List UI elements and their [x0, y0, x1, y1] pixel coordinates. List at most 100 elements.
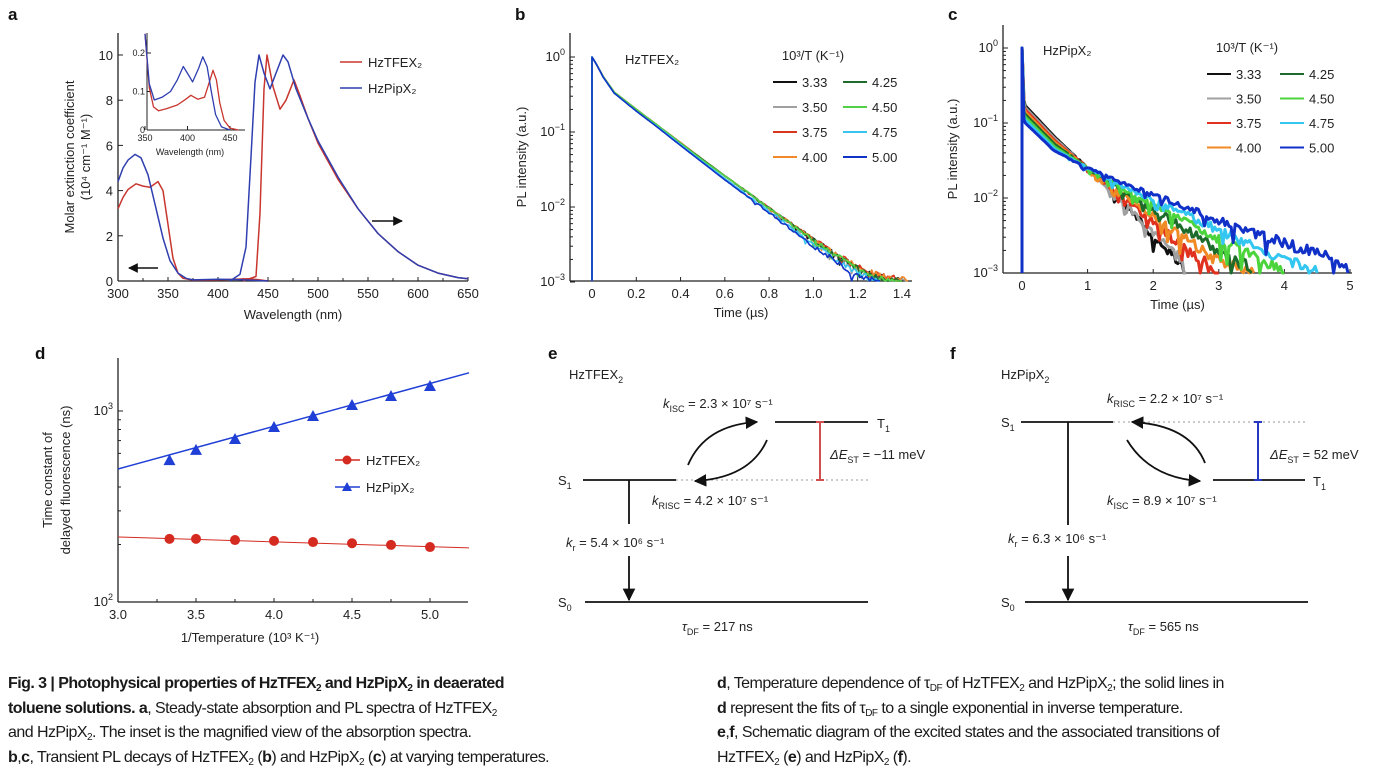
diagram_e-lower-rate-label-value: = 4.2 × 10⁷ s⁻¹ — [680, 493, 769, 508]
a-inset-x-tick-label: 400 — [180, 133, 195, 143]
d-point-circle — [230, 535, 240, 546]
diagram_e-upper-transition-arrow-icon — [687, 416, 759, 466]
b-decay-line-3.75 — [591, 56, 902, 282]
diagram_f-upper-rate-label-symbol: k — [1107, 391, 1115, 406]
d-y-axis-label-line2: delayed fluorescence (ns) — [58, 406, 73, 555]
caption-text: , Temperature dependence of τ — [726, 675, 930, 692]
caption-subscript: 2 — [774, 756, 780, 768]
a-pl-line-0 — [242, 54, 469, 282]
diagram_f-s1-label-symbol: S — [1001, 415, 1010, 430]
d-x-tick-label: 4.5 — [343, 607, 361, 622]
diagram_f-energy-gap-label-symbol: ΔE — [1269, 447, 1288, 462]
diagram_e-s0-label-subscript: 0 — [567, 603, 572, 613]
caption-text: b — [8, 748, 18, 766]
caption-line: HzTFEX2 (e) and HzPipX2 (f). — [717, 746, 1224, 771]
c-legend-label: 4.50 — [1309, 92, 1334, 107]
tick-exponent: 0 — [560, 47, 565, 57]
diagram_f-lower-rate-label: kISC = 8.9 × 10⁷ s⁻¹ — [1107, 493, 1217, 511]
caption-text: , Steady-state absorption and PL spectra… — [147, 699, 492, 717]
tick-base: 10 — [540, 199, 554, 214]
a-x-tick-label: 500 — [307, 286, 329, 301]
a-inset-x-axis-label: Wavelength (nm) — [156, 147, 224, 157]
caption-text: Fig. 3 | Photophysical properties of HzT… — [8, 675, 317, 692]
a-x-tick-label: 600 — [407, 286, 429, 301]
b-x-tick-label: 0 — [588, 286, 595, 301]
a-inset-x-tick-label: 350 — [137, 133, 152, 143]
b-x-tick-label: 1.2 — [849, 286, 867, 301]
diagram_f-lifetime-label-subscript: DF — [1133, 627, 1145, 637]
tick-base: 10 — [94, 403, 108, 418]
tick-exponent: −2 — [988, 188, 998, 198]
caption-text: and HzPipX — [8, 724, 88, 741]
diagram_f-upper-rate-label-value: = 2.2 × 10⁷ s⁻¹ — [1135, 391, 1224, 406]
a-y-tick-label: 0 — [106, 274, 113, 289]
caption-text: ( — [364, 748, 373, 766]
d-x-axis-label: 1/Temperature (10³ K⁻¹) — [181, 630, 319, 645]
caption-text: e — [787, 748, 797, 766]
diagram_f-lower-rate-label-symbol: k — [1107, 493, 1115, 508]
diagram_f-t1-label: T1 — [1313, 474, 1326, 492]
b-legend-label: 5.00 — [872, 150, 897, 165]
a-x-tick-label: 450 — [257, 286, 279, 301]
diagram_e-radiative-rate-label-symbol: k — [566, 535, 574, 550]
a-inset-y-tick-label: 0.1 — [132, 87, 145, 97]
a-inset-y-tick-label: 0.2 — [132, 48, 145, 58]
d-point-circle — [164, 533, 175, 544]
panel-label-c: c — [948, 5, 957, 24]
diagram_f-lifetime-label-value: = 565 ns — [1145, 619, 1199, 634]
b-legend-label: 4.50 — [872, 100, 897, 115]
c-x-tick-label: 1 — [1084, 278, 1091, 293]
c-decay-line-5.00 — [1020, 46, 1350, 275]
caption-line: toluene solutions. a, Steady-state absor… — [8, 697, 549, 722]
caption-text: f — [729, 724, 735, 741]
d-point-triangle — [190, 443, 202, 455]
c-x-tick-label: 3 — [1215, 278, 1222, 293]
d-point-circle — [269, 535, 279, 546]
d-legend-marker — [342, 482, 352, 491]
diagram_e-energy-gap-label-value: = −11 meV — [859, 447, 926, 462]
caption-text: b — [262, 748, 272, 766]
diagram_f-upper-rate-label-subscript: RISC — [1114, 399, 1136, 409]
diagram_e-s1-label-symbol: S — [558, 473, 567, 488]
diagram_e-upper-rate-label: kISC = 2.3 × 10⁷ s⁻¹ — [663, 396, 773, 414]
d-y-axis-label: Time constant of — [40, 432, 55, 528]
caption-subscript: DF — [865, 707, 878, 719]
b-decay-line-3.50 — [591, 56, 909, 282]
caption-text: toluene solutions. a — [8, 699, 148, 717]
diagram_f-lifetime-label-symbol: τ — [1128, 619, 1134, 634]
d-y-tick-label: 103 — [94, 401, 113, 418]
diagram_f-t1-label-subscript: 1 — [1321, 482, 1326, 492]
a-y-tick-label: 10 — [99, 48, 113, 63]
c-x-tick-label: 4 — [1281, 278, 1288, 293]
b-y-tick-label: 100 — [546, 47, 565, 64]
diagram_e-lifetime-label-subscript: DF — [687, 627, 699, 637]
tick-base: 10 — [973, 265, 987, 280]
caption-text: ) and HzPipX — [796, 748, 884, 766]
c-legend-label: 4.75 — [1309, 116, 1334, 131]
a-x-tick-label: 650 — [457, 286, 479, 301]
caption-line: and HzPipX2. The inset is the magnified … — [8, 721, 549, 746]
b-decay-line-5.00 — [591, 56, 881, 282]
caption-subscript: 2 — [491, 707, 498, 719]
diagram_e-upper-rate-label-subscript: ISC — [670, 404, 686, 414]
c-legend-label: 3.75 — [1236, 116, 1261, 131]
caption-text: ; the solid lines in — [1112, 675, 1224, 692]
caption-text: to a single exponential in inverse tempe… — [877, 699, 1183, 717]
caption-subscript: 2 — [883, 756, 890, 768]
diagram_f-upper-transition-arrow-icon — [1130, 416, 1206, 464]
diagram_e-t1-label-subscript: 1 — [885, 424, 890, 434]
a-inset-line-0 — [144, 33, 239, 131]
tick-base: 10 — [540, 274, 554, 289]
diagram_e-radiative-rate-label-value: = 5.4 × 10⁶ s⁻¹ — [576, 535, 665, 550]
diagram_e-lifetime-label-symbol: τ — [682, 619, 688, 634]
c-x-axis-label: Time (µs) — [1150, 297, 1205, 312]
diagram_e-s1-label-subscript: 1 — [567, 481, 572, 491]
diagram_f-energy-gap-label-subscript: ST — [1287, 455, 1299, 465]
a-y-axis-label-units: (10⁴ cm⁻¹ M⁻¹) — [78, 114, 93, 200]
d-point-triangle — [424, 379, 436, 391]
b-compound-annotation: HzTFEX₂ — [625, 52, 679, 67]
d-legend-label: HzTFEX₂ — [366, 453, 420, 468]
caption-text: ( — [888, 748, 898, 766]
diagram_e-compound-title-symbol: HzTFEX — [569, 367, 618, 382]
caption-text: c — [21, 748, 30, 766]
